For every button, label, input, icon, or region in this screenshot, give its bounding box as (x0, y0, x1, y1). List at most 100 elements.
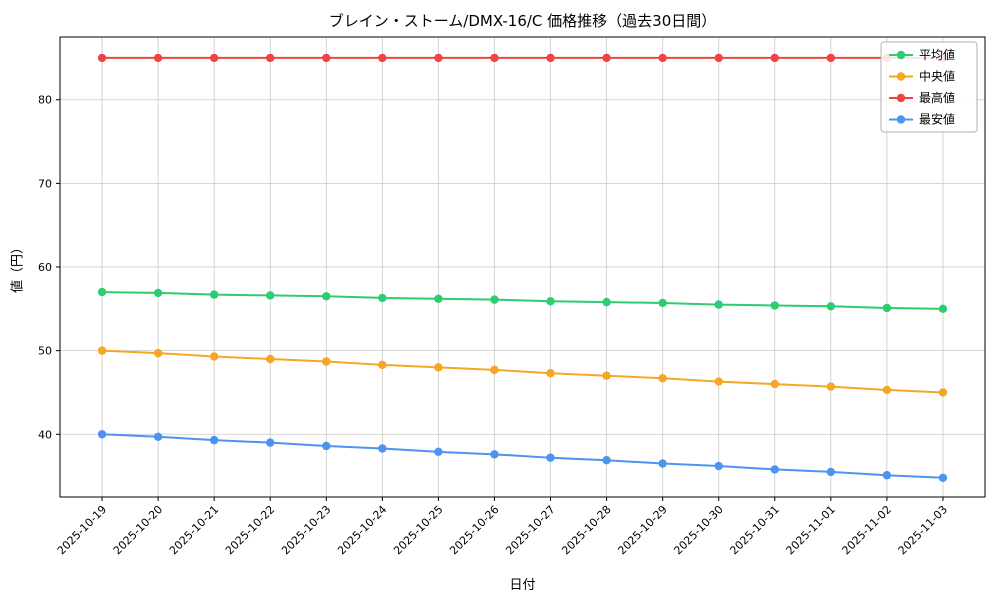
x-tick-label: 2025-10-29 (615, 503, 669, 557)
x-tick-label: 2025-10-19 (55, 503, 109, 557)
series-line (101, 349, 944, 394)
series-line (101, 291, 944, 310)
legend-marker (896, 72, 906, 81)
data-point-marker (546, 297, 555, 306)
data-point-marker (434, 363, 443, 372)
legend-label: 中央値 (919, 69, 955, 84)
data-point-marker (602, 53, 611, 63)
data-point-marker (209, 290, 219, 299)
x-tick-label: 2025-10-23 (279, 503, 333, 557)
data-point-marker (434, 53, 443, 63)
data-point-marker (97, 430, 107, 439)
data-point-marker (714, 377, 723, 386)
legend-label: 最安値 (919, 112, 955, 127)
data-point-marker (266, 291, 275, 300)
data-point-marker (209, 352, 219, 361)
data-point-marker (97, 287, 107, 297)
series-0 (97, 287, 948, 314)
legend-marker (896, 115, 906, 124)
legend-label: 平均値 (919, 47, 955, 62)
x-axis-label: 日付 (509, 578, 536, 593)
data-point-marker (658, 459, 667, 468)
data-point-marker (378, 293, 387, 303)
data-point-marker (490, 365, 499, 375)
data-point-marker (882, 385, 892, 395)
data-point-marker (378, 444, 387, 453)
legend-marker (896, 93, 906, 103)
data-point-marker (938, 388, 948, 397)
y-tick-label: 80 (38, 94, 52, 107)
x-tick-label: 2025-10-30 (671, 503, 725, 557)
data-point-marker (658, 53, 667, 63)
data-point-marker (266, 438, 275, 447)
data-point-marker (602, 371, 611, 380)
y-tick-label: 70 (38, 177, 52, 190)
data-point-marker (434, 294, 443, 303)
data-point-marker (490, 53, 499, 63)
data-point-marker (153, 53, 163, 63)
data-point-marker (602, 297, 611, 307)
data-point-marker (209, 53, 219, 63)
data-point-marker (658, 374, 667, 383)
x-tick-label: 2025-10-26 (447, 503, 501, 557)
data-point-marker (770, 53, 779, 63)
data-point-marker (322, 292, 331, 301)
data-point-marker (826, 302, 836, 311)
data-point-marker (546, 369, 555, 378)
y-tick-label: 60 (38, 261, 52, 274)
data-point-marker (153, 288, 163, 298)
x-tick-label: 2025-11-02 (840, 503, 894, 557)
data-point-marker (770, 465, 779, 474)
data-point-marker (153, 348, 163, 358)
data-point-marker (97, 346, 107, 355)
data-point-marker (882, 471, 892, 480)
x-tick-label: 2025-10-20 (111, 503, 165, 557)
data-point-marker (546, 453, 555, 462)
data-point-marker (658, 298, 667, 308)
data-point-marker (938, 304, 948, 314)
series-3 (97, 430, 948, 482)
legend-label: 最高値 (919, 90, 955, 105)
y-tick-label: 50 (38, 345, 52, 358)
data-point-marker (153, 432, 163, 441)
chart-title: ブレイン・ストーム/DMX-16/C 価格推移（過去30日間） (328, 12, 717, 30)
data-point-marker (434, 447, 443, 457)
legend-box (880, 41, 978, 133)
x-tick-label: 2025-10-31 (727, 503, 781, 557)
data-point-marker (714, 300, 723, 309)
data-point-marker (770, 379, 779, 389)
data-point-marker (97, 53, 107, 63)
y-tick-label: 40 (38, 428, 52, 441)
legend-marker (896, 50, 906, 60)
data-point-marker (322, 357, 331, 366)
x-tick-label: 2025-10-25 (391, 503, 445, 557)
x-tick-label: 2025-10-28 (559, 503, 613, 557)
data-point-marker (266, 53, 275, 63)
data-point-marker (266, 354, 275, 364)
x-tick-label: 2025-10-21 (167, 503, 221, 557)
data-point-marker (209, 435, 219, 445)
x-tick-label: 2025-11-03 (896, 503, 950, 557)
data-point-marker (490, 295, 499, 304)
data-point-marker (378, 360, 387, 370)
data-point-marker (826, 382, 836, 391)
data-point-marker (602, 456, 611, 465)
data-point-marker (714, 461, 723, 471)
x-tick-label: 2025-10-27 (503, 503, 557, 557)
x-tick-label: 2025-10-24 (335, 503, 389, 557)
data-point-marker (826, 467, 836, 477)
series-1 (97, 346, 948, 397)
series-line (101, 433, 944, 479)
data-point-marker (882, 303, 892, 313)
series-2 (97, 53, 948, 63)
data-point-marker (322, 53, 331, 63)
x-tick-label: 2025-11-01 (784, 503, 838, 557)
data-point-marker (322, 441, 331, 451)
x-tick-label: 2025-10-22 (223, 503, 277, 557)
y-axis-label: 値（円） (10, 240, 26, 294)
data-point-marker (546, 53, 555, 63)
data-point-marker (378, 53, 387, 63)
